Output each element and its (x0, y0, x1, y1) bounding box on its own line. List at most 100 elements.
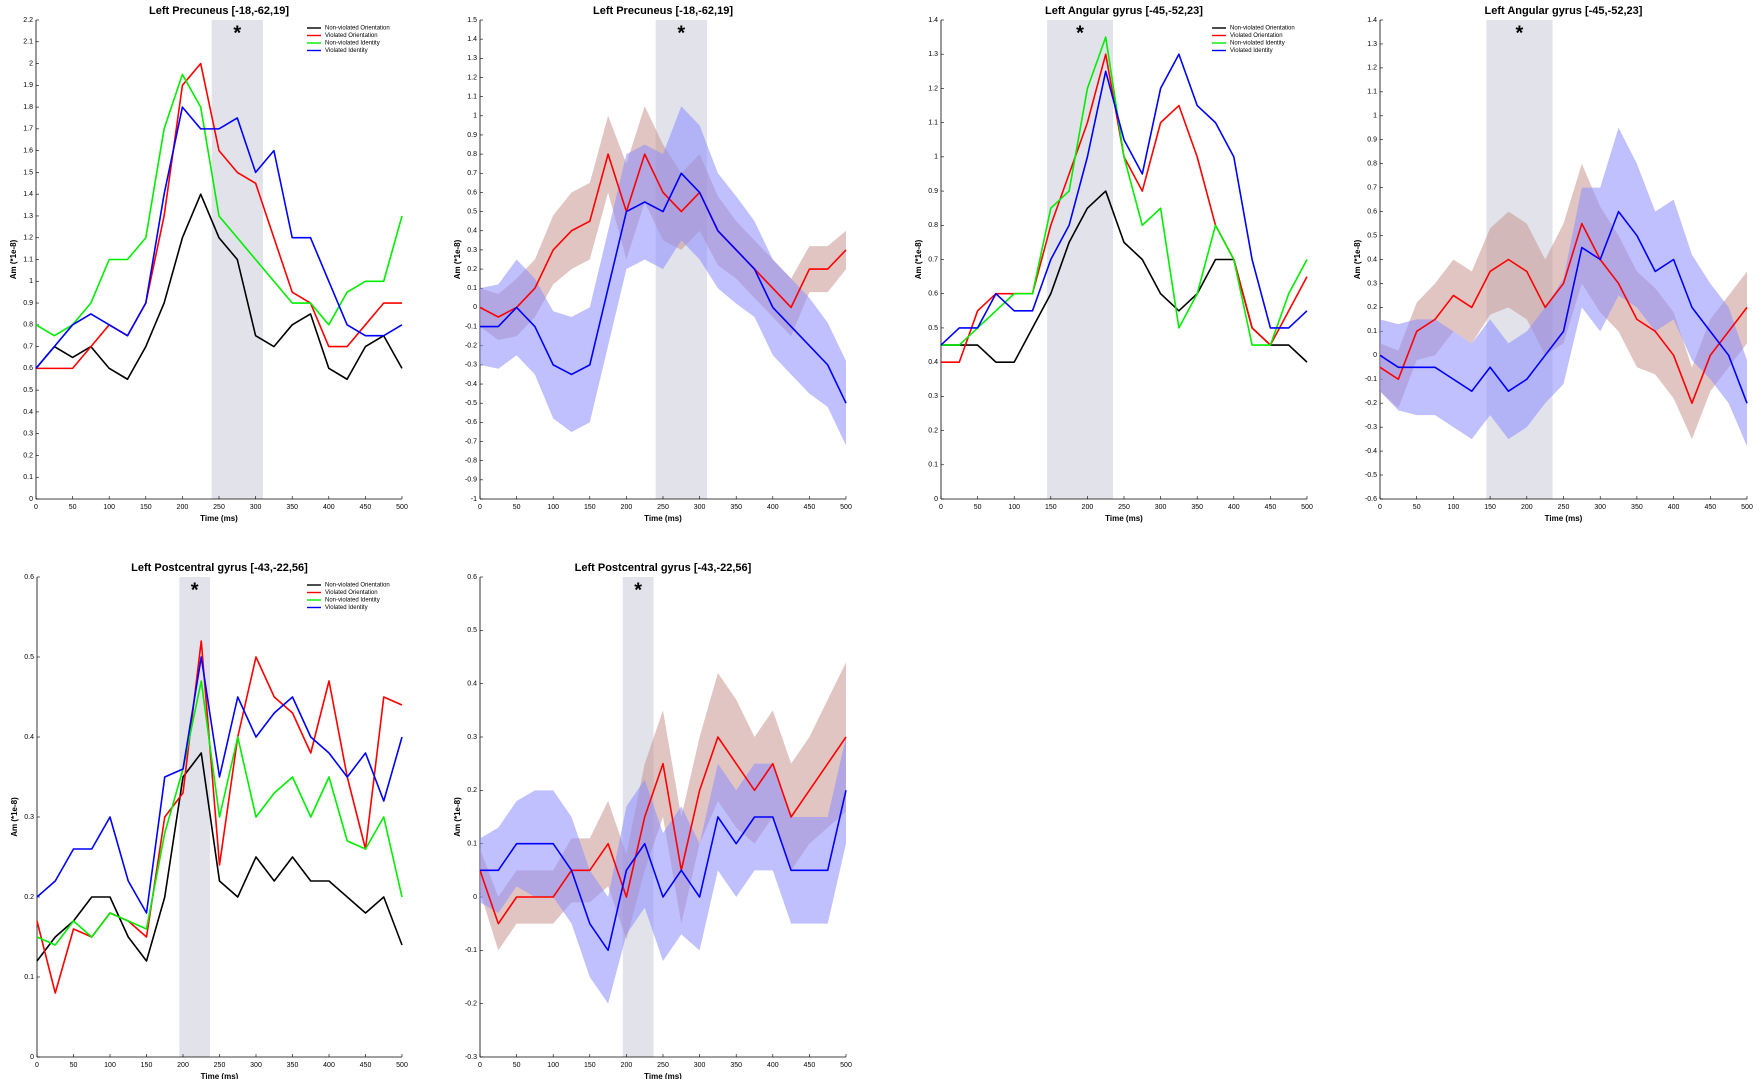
panel: * -1 -0.9 -0.8 -0.7 -0.6 -0.5 -0.4 -0.3 -0.2 -0.1 0… (453, 5, 852, 523)
series-line (36, 680, 403, 946)
error-band (480, 106, 846, 446)
y-tick-label: 1.4 (928, 17, 938, 24)
panel: * 0 0.1 0.2 0.3 0.4 0.5 0.6 0.7 0.8 0.9 1 1.1 1.2 1.3 1… (9, 5, 408, 523)
y-tick-label: 0.4 (928, 359, 938, 366)
y-axis-label: Am (*1e-8) (453, 239, 462, 279)
y-tick-label: 2.1 (23, 39, 33, 46)
x-tick-label: 450 (360, 1062, 372, 1069)
y-axis-label: Am (*1e-8) (453, 797, 462, 837)
y-axis-label: Am (*1e-8) (1353, 239, 1362, 279)
y-tick-label: 0.5 (24, 654, 34, 661)
y-tick-label: 0.2 (1367, 304, 1377, 311)
y-tick-label: 0.9 (928, 188, 938, 195)
y-tick-label: 1.1 (23, 256, 33, 263)
y-tick-label: -0.3 (465, 1054, 477, 1061)
y-tick-label: 1.3 (467, 55, 477, 62)
x-tick-label: 150 (584, 1062, 596, 1069)
x-tick-label: 250 (1558, 504, 1570, 511)
y-tick-label: 1.5 (467, 17, 477, 24)
x-tick-label: 50 (974, 504, 982, 511)
x-tick-label: 200 (177, 1062, 189, 1069)
y-tick-label: -0.9 (465, 477, 477, 484)
x-tick-label: 150 (1484, 504, 1496, 511)
y-tick-label: 0.3 (467, 734, 477, 741)
y-tick-label: 0.2 (23, 452, 33, 459)
series-line (480, 172, 847, 404)
chart-title: Left Precuneus [-18,-62,19] (593, 5, 733, 17)
x-tick-label: 100 (103, 504, 115, 511)
legend-label: Violated Identity (325, 605, 368, 611)
x-tick-label: 0 (478, 1062, 482, 1069)
legend-label: Violated Identity (1230, 48, 1273, 54)
y-tick-label: 0.2 (467, 266, 477, 273)
x-tick-label: 500 (1301, 504, 1313, 511)
y-tick-label: 0.4 (1367, 256, 1377, 263)
x-tick-label: 350 (1191, 504, 1203, 511)
highlight-region (179, 577, 211, 1057)
y-tick-label: 0.3 (23, 431, 33, 438)
x-tick-label: 300 (1155, 504, 1167, 511)
x-tick-label: 350 (286, 504, 298, 511)
x-tick-label: 350 (730, 1062, 742, 1069)
x-axis-label: Time (ms) (201, 1072, 239, 1079)
y-tick-label: 1 (29, 278, 33, 285)
y-tick-label: 0.9 (1367, 137, 1377, 144)
y-tick-label: 0.5 (1367, 232, 1377, 239)
x-tick-label: 250 (657, 504, 669, 511)
y-tick-label: 1.9 (23, 82, 33, 89)
chart-title: Left Angular gyrus [-45,-52,23] (1485, 5, 1643, 17)
x-tick-label: 100 (1008, 504, 1020, 511)
significance-marker: * (1076, 22, 1084, 44)
x-tick-label: 150 (584, 504, 596, 511)
x-axis-label: Time (ms) (644, 1072, 682, 1079)
y-tick-label: -0.5 (1365, 472, 1377, 479)
x-tick-label: 300 (694, 1062, 706, 1069)
y-tick-label: 0.7 (1367, 184, 1377, 191)
y-tick-label: 2.2 (23, 17, 33, 24)
x-tick-label: 400 (1228, 504, 1240, 511)
panel: * 0 0.1 0.2 0.3 0.4 0.5 0.6 0.7 0.8 0.9 1 1.1 1.2 1.3 1… (914, 5, 1313, 523)
y-tick-label: -0.8 (465, 458, 477, 465)
y-tick-label: 1.3 (928, 51, 938, 58)
series-line (1379, 210, 1748, 404)
x-tick-label: 150 (1045, 504, 1057, 511)
series-line (35, 193, 403, 381)
y-tick-label: 1 (1373, 113, 1377, 120)
x-tick-label: 300 (250, 1062, 262, 1069)
chart-title: Left Angular gyrus [-45,-52,23] (1045, 5, 1203, 17)
series-line (480, 790, 847, 952)
x-tick-label: 400 (323, 504, 335, 511)
legend-label: Non-violated Orientation (1230, 26, 1295, 32)
significance-marker: * (634, 579, 642, 601)
y-tick-label: -0.5 (465, 400, 477, 407)
y-tick-label: 0.4 (467, 681, 477, 688)
x-tick-label: 250 (213, 504, 225, 511)
y-tick-label: 2 (29, 60, 33, 67)
y-tick-label: 0.1 (467, 285, 477, 292)
legend-label: Non-violated Orientation (325, 583, 390, 589)
legend-label: Violated Orientation (325, 590, 378, 596)
x-tick-label: 450 (804, 1062, 816, 1069)
y-tick-label: 0 (473, 894, 477, 901)
x-tick-label: 450 (360, 504, 372, 511)
x-tick-label: 400 (323, 1062, 335, 1069)
x-tick-label: 100 (1448, 504, 1460, 511)
significance-marker: * (233, 22, 241, 44)
y-tick-label: -1 (471, 496, 477, 503)
series-line (940, 53, 1308, 346)
y-tick-label: 0 (30, 1054, 34, 1061)
y-tick-label: 1.5 (23, 169, 33, 176)
x-tick-label: 50 (1413, 504, 1421, 511)
y-tick-label: -0.1 (465, 947, 477, 954)
x-tick-label: 350 (287, 1062, 299, 1069)
x-tick-label: 100 (547, 1062, 559, 1069)
y-tick-label: 1.7 (23, 126, 33, 133)
x-tick-label: 400 (1668, 504, 1680, 511)
y-tick-label: 1.6 (23, 147, 33, 154)
x-tick-label: 150 (140, 504, 152, 511)
highlight-region (1047, 20, 1114, 499)
y-tick-label: 1.2 (1367, 65, 1377, 72)
series-line (36, 752, 403, 962)
x-tick-label: 250 (1118, 504, 1130, 511)
